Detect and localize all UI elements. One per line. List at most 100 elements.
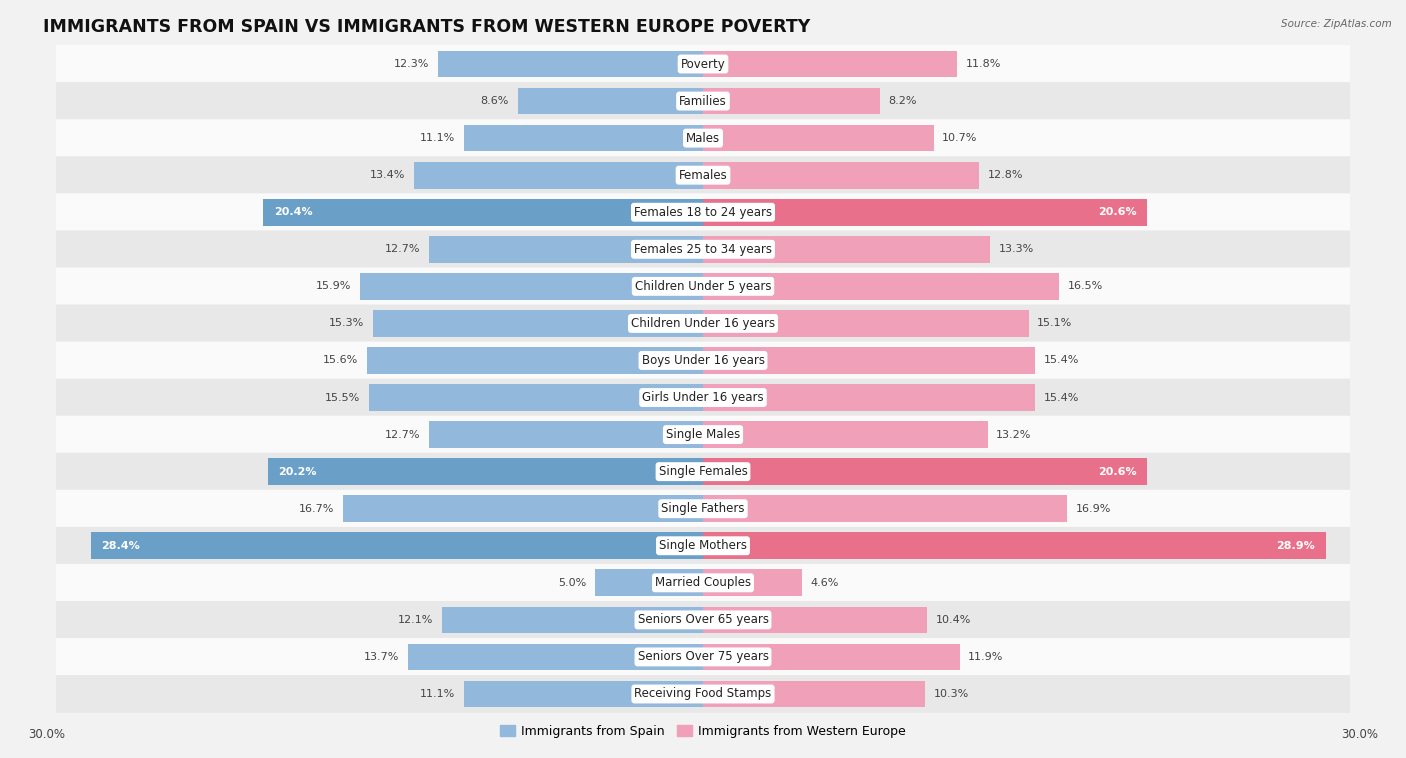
Text: 15.1%: 15.1%	[1038, 318, 1073, 328]
Text: 10.3%: 10.3%	[934, 689, 969, 699]
Text: 28.9%: 28.9%	[1277, 540, 1315, 551]
Bar	[373, 310, 703, 337]
FancyBboxPatch shape	[0, 638, 1406, 676]
Bar	[267, 459, 703, 485]
FancyBboxPatch shape	[0, 675, 1406, 713]
Text: 15.3%: 15.3%	[329, 318, 364, 328]
Bar	[703, 644, 959, 670]
Text: Females: Females	[679, 169, 727, 182]
FancyBboxPatch shape	[0, 82, 1406, 120]
FancyBboxPatch shape	[0, 564, 1406, 602]
Text: 20.6%: 20.6%	[1098, 207, 1136, 218]
Bar	[703, 347, 1035, 374]
Bar	[703, 459, 1147, 485]
Bar	[263, 199, 703, 226]
Text: 8.6%: 8.6%	[481, 96, 509, 106]
Bar	[91, 532, 703, 559]
Text: 5.0%: 5.0%	[558, 578, 586, 587]
Text: 20.6%: 20.6%	[1098, 467, 1136, 477]
FancyBboxPatch shape	[0, 119, 1406, 157]
Text: 15.4%: 15.4%	[1043, 356, 1078, 365]
Text: 16.7%: 16.7%	[299, 504, 335, 514]
Text: 8.2%: 8.2%	[889, 96, 917, 106]
Bar	[703, 384, 1035, 411]
Bar	[703, 496, 1067, 522]
Bar	[437, 51, 703, 77]
Text: 12.7%: 12.7%	[385, 430, 420, 440]
Text: 11.8%: 11.8%	[966, 59, 1001, 69]
Text: 20.4%: 20.4%	[274, 207, 312, 218]
Text: 12.3%: 12.3%	[394, 59, 429, 69]
Text: 13.3%: 13.3%	[998, 244, 1033, 254]
FancyBboxPatch shape	[0, 453, 1406, 490]
Text: Males: Males	[686, 132, 720, 145]
Text: Females 25 to 34 years: Females 25 to 34 years	[634, 243, 772, 255]
Bar	[415, 162, 703, 189]
Text: Children Under 16 years: Children Under 16 years	[631, 317, 775, 330]
Text: 11.1%: 11.1%	[420, 133, 456, 143]
Text: 12.7%: 12.7%	[385, 244, 420, 254]
FancyBboxPatch shape	[0, 156, 1406, 194]
Bar	[703, 606, 927, 633]
Bar	[368, 384, 703, 411]
FancyBboxPatch shape	[0, 268, 1406, 305]
Bar	[517, 88, 703, 114]
FancyBboxPatch shape	[0, 45, 1406, 83]
Text: 11.9%: 11.9%	[969, 652, 1004, 662]
Bar	[441, 606, 703, 633]
Bar	[464, 681, 703, 707]
Text: Girls Under 16 years: Girls Under 16 years	[643, 391, 763, 404]
Text: Children Under 5 years: Children Under 5 years	[634, 280, 772, 293]
Bar	[367, 347, 703, 374]
Bar	[703, 162, 979, 189]
FancyBboxPatch shape	[0, 305, 1406, 343]
Bar	[408, 644, 703, 670]
FancyBboxPatch shape	[0, 193, 1406, 231]
Text: Poverty: Poverty	[681, 58, 725, 70]
Text: 11.1%: 11.1%	[420, 689, 456, 699]
Bar	[343, 496, 703, 522]
Bar	[703, 236, 990, 262]
Bar	[429, 236, 703, 262]
Text: 16.9%: 16.9%	[1076, 504, 1111, 514]
Bar	[595, 569, 703, 596]
Text: Seniors Over 75 years: Seniors Over 75 years	[637, 650, 769, 663]
Text: 4.6%: 4.6%	[811, 578, 839, 587]
Text: Single Males: Single Males	[666, 428, 740, 441]
Text: 12.1%: 12.1%	[398, 615, 433, 625]
Text: Source: ZipAtlas.com: Source: ZipAtlas.com	[1281, 19, 1392, 29]
Text: 30.0%: 30.0%	[28, 728, 65, 741]
Text: 20.2%: 20.2%	[278, 467, 316, 477]
Bar	[703, 532, 1326, 559]
FancyBboxPatch shape	[0, 415, 1406, 453]
FancyBboxPatch shape	[0, 379, 1406, 416]
Text: 12.8%: 12.8%	[987, 171, 1024, 180]
Bar	[429, 421, 703, 448]
Text: IMMIGRANTS FROM SPAIN VS IMMIGRANTS FROM WESTERN EUROPE POVERTY: IMMIGRANTS FROM SPAIN VS IMMIGRANTS FROM…	[44, 17, 810, 36]
Bar	[703, 125, 934, 152]
FancyBboxPatch shape	[0, 601, 1406, 639]
Text: Families: Families	[679, 95, 727, 108]
Text: 13.7%: 13.7%	[364, 652, 399, 662]
Text: Single Mothers: Single Mothers	[659, 539, 747, 553]
Text: 10.4%: 10.4%	[936, 615, 972, 625]
Bar	[703, 681, 925, 707]
FancyBboxPatch shape	[0, 342, 1406, 379]
Bar	[703, 569, 803, 596]
Bar	[703, 273, 1059, 299]
Text: Married Couples: Married Couples	[655, 576, 751, 589]
Text: 15.6%: 15.6%	[323, 356, 359, 365]
Text: 15.4%: 15.4%	[1043, 393, 1078, 402]
FancyBboxPatch shape	[0, 230, 1406, 268]
Text: 28.4%: 28.4%	[101, 540, 141, 551]
Bar	[464, 125, 703, 152]
Text: 13.2%: 13.2%	[997, 430, 1032, 440]
Text: 30.0%: 30.0%	[1341, 728, 1378, 741]
FancyBboxPatch shape	[0, 490, 1406, 528]
Bar	[703, 310, 1029, 337]
Text: 13.4%: 13.4%	[370, 171, 405, 180]
Text: 10.7%: 10.7%	[942, 133, 977, 143]
Bar	[703, 421, 987, 448]
Text: Seniors Over 65 years: Seniors Over 65 years	[637, 613, 769, 626]
Text: Single Females: Single Females	[658, 465, 748, 478]
